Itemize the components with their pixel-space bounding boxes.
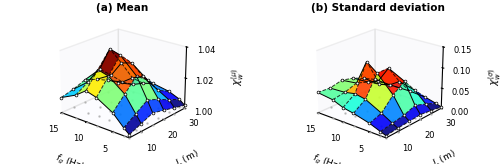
Title: (a) Mean: (a) Mean — [96, 3, 148, 13]
X-axis label: $f_g$ (Hz): $f_g$ (Hz) — [310, 152, 342, 164]
Y-axis label: $L$ (m): $L$ (m) — [174, 147, 201, 164]
Title: (b) Standard deviation: (b) Standard deviation — [312, 3, 446, 13]
Y-axis label: $L$ (m): $L$ (m) — [430, 147, 458, 164]
X-axis label: $f_g$ (Hz): $f_g$ (Hz) — [53, 152, 86, 164]
